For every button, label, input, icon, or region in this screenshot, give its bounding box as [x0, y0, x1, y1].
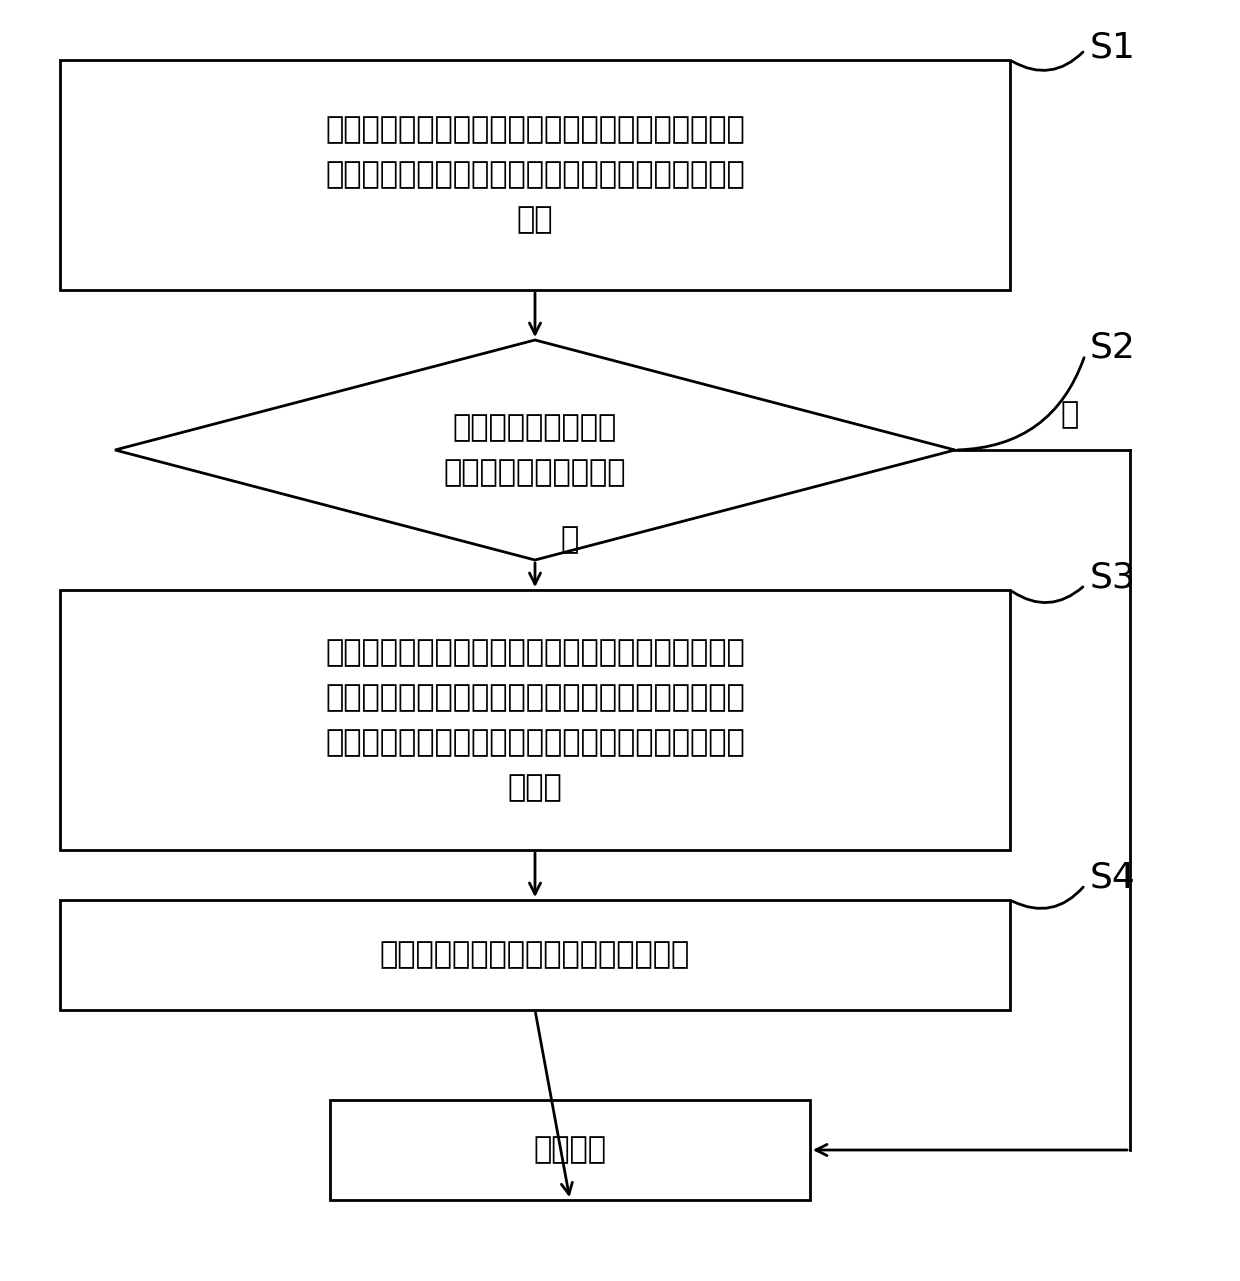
Text: 根据所述用户名判断
是否为本设备的用户名: 根据所述用户名判断 是否为本设备的用户名 [444, 412, 626, 487]
Text: 流程结束: 流程结束 [533, 1135, 606, 1164]
Polygon shape [115, 339, 955, 560]
Text: 是: 是 [560, 525, 579, 555]
Text: S2: S2 [1090, 330, 1136, 364]
Text: 利用其在其他频谱拥有者服务器注册的用户密钥对所
述随机数进行加密，并利用查询出的用户希望购买频
谱的频谱拥有者服务器的公钥再次加密，生成第二认
证信息: 利用其在其他频谱拥有者服务器注册的用户密钥对所 述随机数进行加密，并利用查询出的… [325, 638, 745, 802]
Text: 在接收区块链中频谱拥有者服务器广播的用户身份认
证请求，获取所述用户身份认证请求中的用户名和随
机数: 在接收区块链中频谱拥有者服务器广播的用户身份认 证请求，获取所述用户身份认证请求… [325, 115, 745, 234]
Bar [330, 1100, 810, 1200]
Text: S4: S4 [1090, 860, 1136, 894]
Text: 在所述区块链中广播所述第二认证信息: 在所述区块链中广播所述第二认证信息 [379, 940, 691, 970]
Text: S3: S3 [1090, 560, 1136, 594]
Text: 否: 否 [1061, 401, 1079, 429]
Bar [60, 901, 1011, 1009]
Text: S1: S1 [1090, 29, 1136, 64]
Bar [60, 591, 1011, 851]
Bar [60, 60, 1011, 290]
